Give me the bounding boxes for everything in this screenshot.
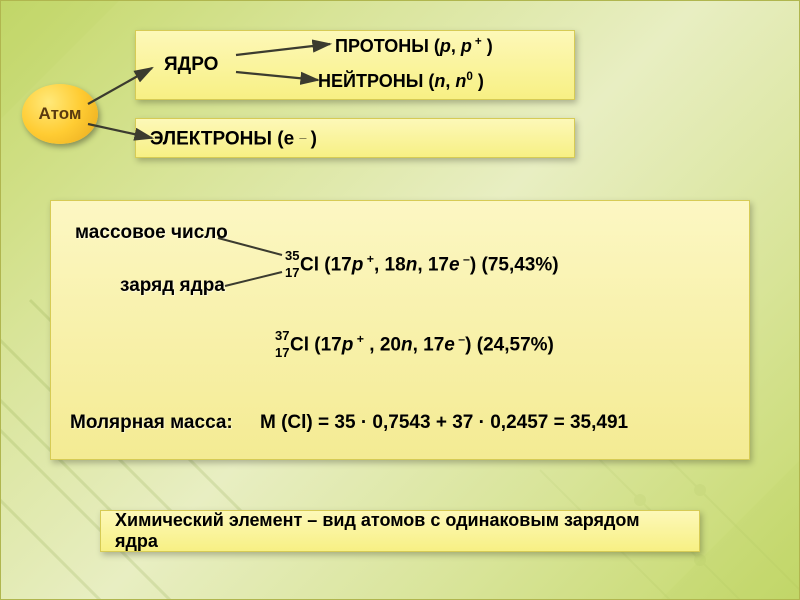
footer-definition-box: Химический элемент – вид атомов с одинак… [100,510,700,552]
electrons-label: ЭЛЕКТРОНЫ (e _ ) [150,126,317,150]
footer-text: Химический элемент – вид атомов с одинак… [115,510,685,552]
nucleus-label: ЯДРО [150,54,218,76]
iso2-mass-number: 37 [275,328,289,343]
nuclear-charge-label: заряд ядра [120,275,225,297]
isotope-1-formula: Cl (17p +, 18n, 17e –) (75,43%) [300,252,559,276]
iso2-atomic-number: 17 [275,345,289,360]
atom-badge: Атом [22,84,98,144]
atom-label: Атом [39,104,82,124]
molar-mass-label: Молярная масса: [70,412,233,434]
neutrons-text: НЕЙТРОНЫ (n, n0 ) [318,70,484,92]
iso1-mass-number: 35 [285,248,299,263]
iso1-atomic-number: 17 [285,265,299,280]
electrons-box: ЭЛЕКТРОНЫ (e _ ) [135,118,575,158]
isotope-2-formula: Cl (17p + , 20n, 17e –) (24,57%) [290,332,554,356]
protons-text: ПРОТОНЫ (p, p+ ) [335,35,493,57]
molar-mass-formula: M (Cl) = 35 · 0,7543 + 37 · 0,2457 = 35,… [260,412,628,434]
mass-number-label: массовое число [75,222,228,244]
